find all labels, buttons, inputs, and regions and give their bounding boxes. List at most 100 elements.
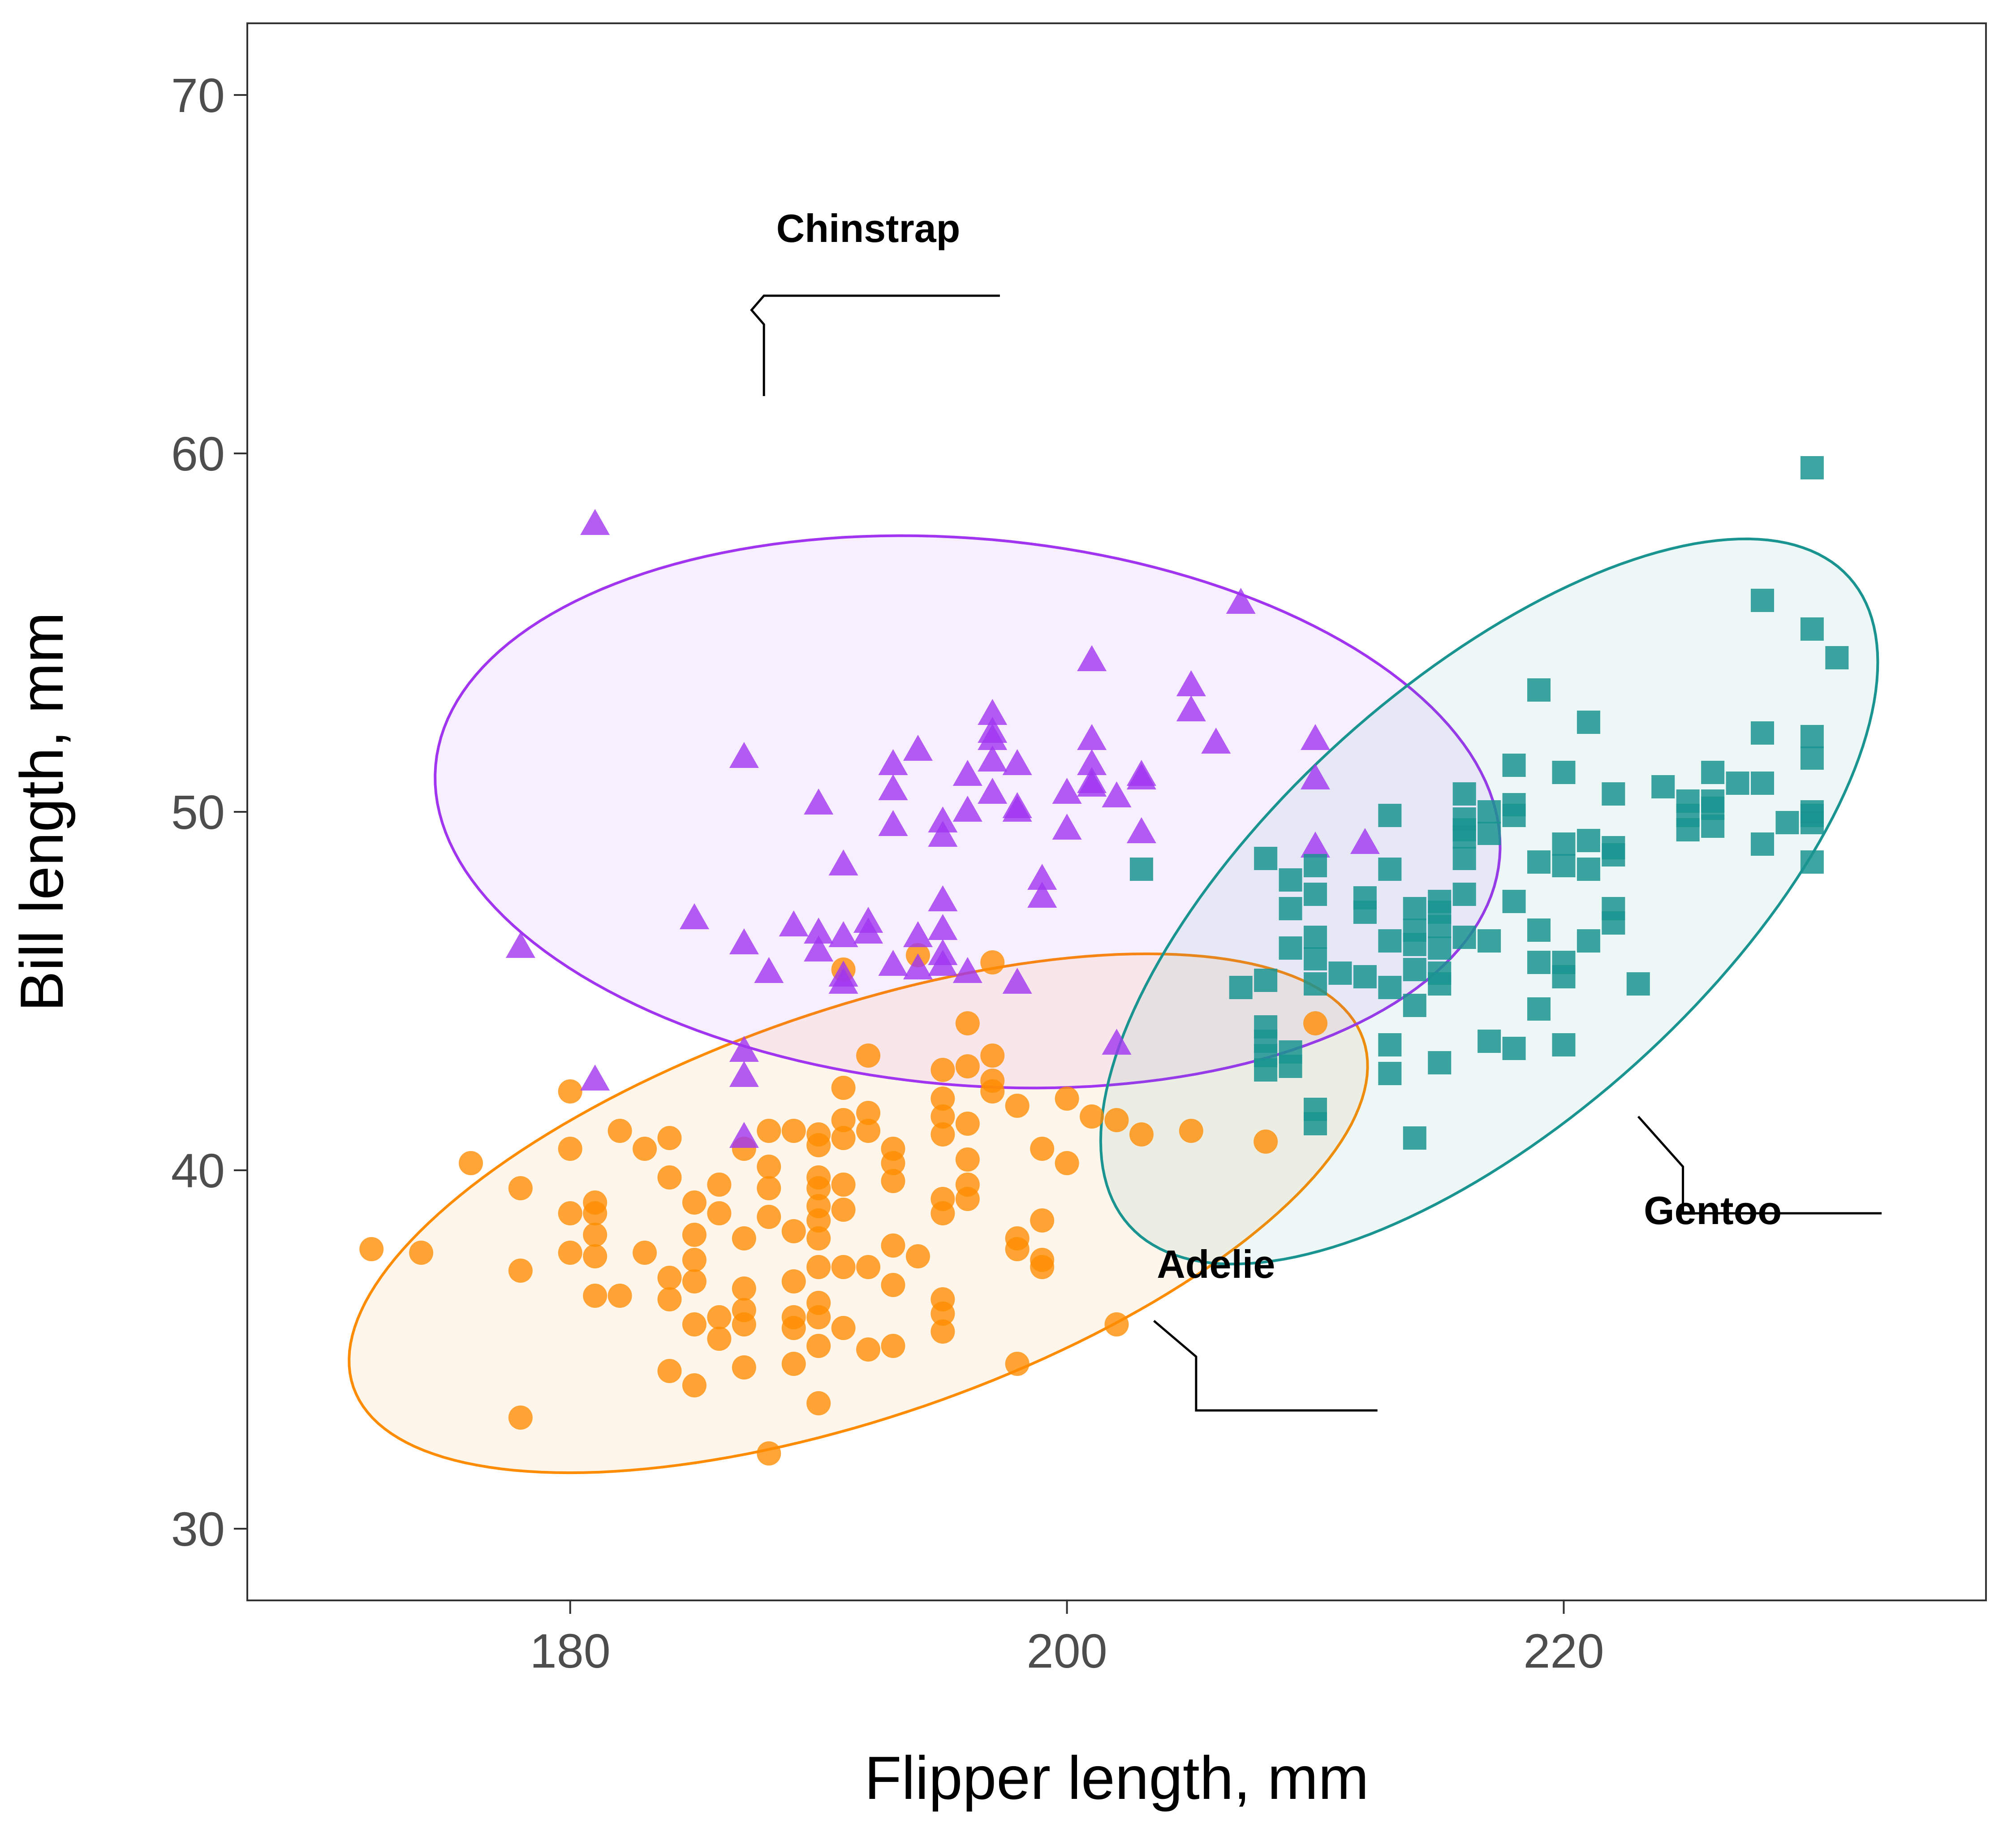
point-gentoo-2 xyxy=(1254,847,1278,870)
point-gentoo-58 xyxy=(1502,1037,1526,1060)
point-chinstrap-34 xyxy=(952,796,982,822)
point-gentoo-29 xyxy=(1378,1062,1402,1085)
point-gentoo-56 xyxy=(1502,804,1526,827)
point-chinstrap-4 xyxy=(729,742,759,768)
point-adelie-31 xyxy=(707,1201,732,1225)
point-adelie-74 xyxy=(856,1255,881,1279)
point-chinstrap-55 xyxy=(1102,1029,1132,1055)
point-chinstrap-1 xyxy=(580,509,610,535)
point-adelie-72 xyxy=(856,1101,881,1125)
point-chinstrap-0 xyxy=(505,932,535,958)
point-adelie-61 xyxy=(806,1334,831,1358)
point-adelie-42 xyxy=(757,1176,781,1200)
point-adelie-75 xyxy=(856,1337,881,1362)
point-adelie-64 xyxy=(831,1076,856,1100)
point-adelie-9 xyxy=(558,1241,582,1265)
point-adelie-54 xyxy=(806,1176,831,1200)
point-adelie-23 xyxy=(657,1359,682,1383)
point-adelie-85 xyxy=(930,1086,955,1111)
point-chinstrap-15 xyxy=(828,921,858,947)
point-gentoo-35 xyxy=(1403,1126,1426,1150)
point-gentoo-61 xyxy=(1527,918,1551,942)
point-gentoo-47 xyxy=(1452,847,1476,870)
point-chinstrap-19 xyxy=(853,918,883,944)
point-gentoo-20 xyxy=(1328,961,1352,985)
point-chinstrap-8 xyxy=(729,1122,759,1148)
point-gentoo-96 xyxy=(1800,725,1824,748)
point-adelie-38 xyxy=(732,1312,756,1337)
data-points xyxy=(359,456,1849,1466)
point-adelie-86 xyxy=(930,1104,955,1129)
point-adelie-30 xyxy=(707,1173,732,1197)
leader-gentoo xyxy=(1637,1116,1882,1215)
point-chinstrap-54 xyxy=(1102,781,1132,807)
point-gentoo-38 xyxy=(1428,915,1452,938)
point-adelie-21 xyxy=(657,1266,682,1290)
point-chinstrap-14 xyxy=(828,849,858,875)
point-gentoo-90 xyxy=(1751,721,1775,745)
point-adelie-2 xyxy=(458,1151,483,1175)
ellipse-gentoo xyxy=(1099,537,1879,1266)
point-adelie-79 xyxy=(881,1233,905,1258)
point-adelie-7 xyxy=(558,1137,582,1161)
point-adelie-27 xyxy=(682,1269,706,1293)
point-gentoo-97 xyxy=(1800,746,1824,770)
point-gentoo-26 xyxy=(1378,929,1402,953)
point-adelie-20 xyxy=(657,1165,682,1190)
point-adelie-60 xyxy=(806,1305,831,1329)
point-gentoo-7 xyxy=(1254,1058,1278,1082)
point-gentoo-17 xyxy=(1304,972,1327,996)
point-chinstrap-65 xyxy=(1301,832,1330,858)
point-gentoo-80 xyxy=(1651,775,1675,798)
point-chinstrap-57 xyxy=(1126,763,1156,789)
point-adelie-29 xyxy=(682,1373,706,1397)
point-chinstrap-61 xyxy=(1201,728,1231,754)
point-chinstrap-23 xyxy=(878,950,908,976)
point-gentoo-41 xyxy=(1428,972,1452,996)
point-adelie-5 xyxy=(508,1405,533,1430)
point-gentoo-8 xyxy=(1279,868,1302,892)
point-adelie-49 xyxy=(781,1316,806,1340)
point-chinstrap-66 xyxy=(1350,828,1380,854)
point-adelie-102 xyxy=(980,1079,1005,1104)
point-chinstrap-24 xyxy=(903,735,933,761)
label-gentoo: Gentoo xyxy=(1644,1188,1782,1233)
point-gentoo-12 xyxy=(1279,1055,1302,1078)
point-adelie-105 xyxy=(1005,1237,1030,1261)
point-gentoo-69 xyxy=(1552,1033,1576,1056)
point-adelie-62 xyxy=(806,1391,831,1415)
point-gentoo-24 xyxy=(1378,804,1402,827)
point-chinstrap-2 xyxy=(580,1065,610,1091)
point-chinstrap-51 xyxy=(1077,749,1107,775)
point-gentoo-54 xyxy=(1502,754,1526,777)
y-tick-label-40: 40 xyxy=(171,1143,225,1198)
point-gentoo-84 xyxy=(1701,761,1725,784)
point-adelie-94 xyxy=(955,1054,980,1078)
point-chinstrap-41 xyxy=(1002,749,1032,775)
point-gentoo-102 xyxy=(1825,646,1849,669)
point-adelie-26 xyxy=(682,1248,706,1272)
point-chinstrap-48 xyxy=(1052,814,1082,840)
x-tick-label-180: 180 xyxy=(530,1624,611,1678)
leader-chinstrap xyxy=(750,294,1000,396)
point-gentoo-68 xyxy=(1552,965,1576,988)
point-adelie-92 xyxy=(930,1319,955,1344)
point-gentoo-33 xyxy=(1403,958,1426,981)
point-gentoo-32 xyxy=(1403,933,1426,956)
point-gentoo-70 xyxy=(1577,711,1600,734)
point-adelie-3 xyxy=(508,1176,533,1200)
point-adelie-99 xyxy=(980,950,1005,974)
point-adelie-40 xyxy=(757,1119,781,1143)
point-gentoo-59 xyxy=(1527,678,1551,702)
point-gentoo-64 xyxy=(1552,761,1576,784)
x-tick-label-200: 200 xyxy=(1027,1624,1107,1678)
point-chinstrap-10 xyxy=(779,910,809,936)
point-chinstrap-49 xyxy=(1077,645,1107,671)
point-adelie-52 xyxy=(806,1133,831,1157)
point-chinstrap-53 xyxy=(1077,771,1107,797)
point-adelie-119 xyxy=(1303,1011,1328,1035)
point-gentoo-19 xyxy=(1304,1112,1327,1135)
point-adelie-114 xyxy=(1104,1108,1129,1132)
point-adelie-81 xyxy=(881,1334,905,1358)
point-adelie-43 xyxy=(757,1205,781,1229)
